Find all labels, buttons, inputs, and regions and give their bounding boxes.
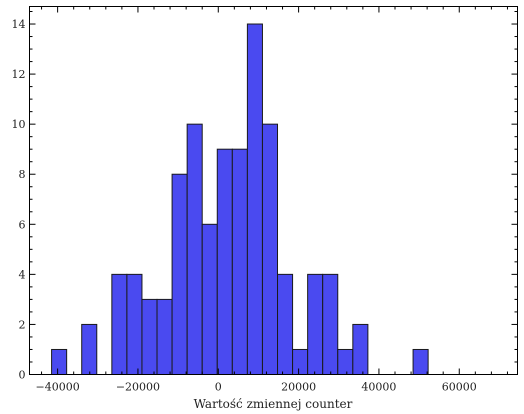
- histogram-bar: [277, 273, 294, 375]
- x-axis-label: Wartość zmiennej counter: [194, 397, 353, 411]
- y-tick-label: 10: [12, 118, 26, 131]
- y-tick-label: 14: [12, 18, 26, 31]
- x-tick-label: −40000: [36, 381, 80, 394]
- plot-frame: [29, 6, 518, 375]
- y-tick-label: 2: [19, 318, 26, 331]
- histogram-bar: [261, 123, 279, 375]
- histogram-bar: [141, 298, 158, 375]
- histogram-bar: [412, 348, 429, 376]
- y-tick-label: 12: [12, 68, 26, 81]
- y-tick-label: 8: [19, 168, 26, 181]
- x-tick-label: 0: [215, 381, 222, 394]
- histogram-bar: [51, 348, 68, 376]
- histogram-bar: [156, 298, 173, 375]
- y-tick-label: 0: [19, 369, 26, 382]
- y-tick-label: 6: [19, 218, 26, 231]
- histogram-bar: [171, 173, 188, 375]
- y-tick-label: 4: [19, 268, 26, 281]
- tick-labels-group: −40000 −20000 0 20000 40000 60000 0 2 4 6 8 10 12 14: [12, 18, 477, 393]
- histogram-bar: [201, 223, 218, 375]
- histogram-bar: [111, 273, 128, 375]
- histogram-bar: [292, 348, 309, 376]
- histogram-bar: [126, 273, 143, 375]
- x-tick-label: 20000: [281, 381, 316, 394]
- histogram-bar: [186, 123, 203, 375]
- histogram-bar: [246, 23, 263, 376]
- histogram-bar: [216, 148, 233, 375]
- x-tick-label: 60000: [442, 381, 477, 394]
- x-tick-label: −20000: [116, 381, 160, 394]
- histogram-bar: [352, 323, 369, 375]
- x-tick-label: 40000: [361, 381, 396, 394]
- histogram-bar: [322, 273, 339, 375]
- histogram-bar: [231, 148, 248, 375]
- histogram-bar: [307, 273, 324, 375]
- bars-group: [51, 23, 429, 376]
- histogram-bar: [81, 323, 98, 375]
- histogram-bar: [337, 348, 354, 376]
